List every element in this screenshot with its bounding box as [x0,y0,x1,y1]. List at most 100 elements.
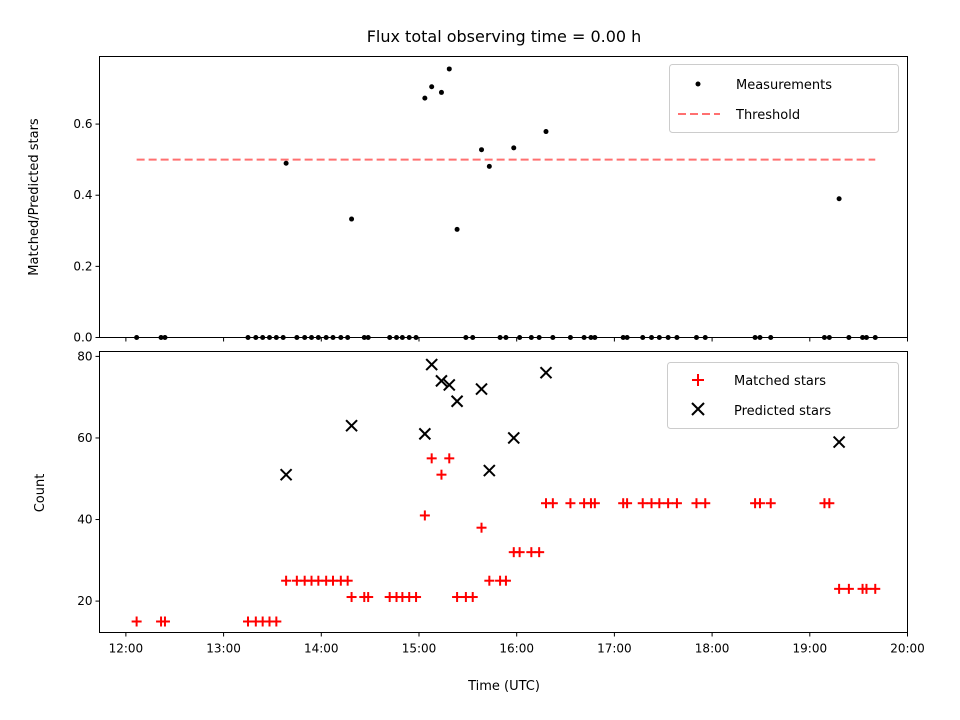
matched-stars-point [131,616,142,627]
matched-stars-point [843,583,854,594]
matched-stars-point [419,510,430,521]
legend-measurements-marker [695,81,701,87]
matched-stars-point [500,575,511,586]
legend-matched-label: Matched stars [734,374,826,389]
top-axes-frame [99,56,908,338]
matched-stars-point [637,498,648,509]
matched-stars-point [654,498,665,509]
matched-stars-point [565,498,576,509]
matched-stars-point [436,469,447,480]
x-tick-label: 14:00 [304,642,339,656]
matched-stars-point [271,616,282,627]
x-tick-label: 17:00 [597,642,632,656]
chart-title: Flux total observing time = 0.00 h [367,27,642,46]
measurement-point [836,196,842,202]
y-tick-label: 60 [77,431,92,445]
matched-stars-point [671,498,682,509]
y-tick-label: 40 [77,513,92,527]
bottom-axes: Count Time (UTC) 20 40 60 80 12:00 13:00 14:00… [33,349,925,694]
x-axis-label: Time (UTC) [467,679,540,694]
matched-stars-point [452,592,463,603]
matched-stars-point [870,583,881,594]
measurement-point [511,145,517,151]
measurement-point [349,216,355,222]
bottom-legend-box [667,362,899,429]
x-tick-label: 20:00 [890,642,925,656]
bottom-legend: Matched stars Predicted stars [667,362,899,429]
matched-stars-point [281,575,292,586]
predicted-stars-point [435,374,448,388]
matched-stars-point [534,547,545,558]
matched-stars-point [663,498,674,509]
y-tick-label: 80 [77,349,92,363]
measurement-point [446,66,452,72]
x-tick-label: 15:00 [402,642,437,656]
top-y-axis-label: Matched/Predicted stars [27,118,42,276]
x-tick-label: 18:00 [695,642,730,656]
matched-stars-point [159,616,170,627]
measurement-point [479,147,485,153]
matched-stars-point [861,583,872,594]
y-tick-label: 0.0 [73,331,92,345]
legend-measurements-label: Measurements [736,78,832,93]
predicted-stars-point [507,431,520,445]
matched-stars-point [476,522,487,533]
measurement-point [486,163,492,169]
top-ticks: 0.0 0.2 0.4 0.6 [73,117,908,345]
matched-stars-point [824,498,835,509]
matched-stars-point [363,592,374,603]
predicted-stars-point [539,366,553,379]
measurement-point [438,89,444,95]
legend-threshold-label: Threshold [735,108,800,123]
measurement-point [422,95,428,101]
matched-stars-point [622,498,633,509]
bottom-ticks: 20 40 60 80 12:00 13:00 14:00 15:00 16:00 17:00 18… [77,349,925,655]
predicted-stars-point [345,419,358,432]
matched-stars-point [426,453,437,464]
matched-stars-point [514,547,525,558]
legend-predicted-marker [691,402,705,416]
matched-stars-point [467,592,478,603]
predicted-stars-point [279,468,293,481]
measurement-point [429,84,435,90]
y-tick-label: 20 [77,594,92,608]
measurement-point [283,160,289,166]
x-tick-label: 13:00 [206,642,241,656]
x-tick-label: 19:00 [793,642,828,656]
x-tick-label: 16:00 [499,642,534,656]
x-tick-label: 12:00 [109,642,144,656]
y-tick-label: 0.6 [73,117,92,131]
matched-stars-point [691,498,702,509]
predicted-stars-point [475,382,488,396]
top-legend: Measurements Threshold [669,64,899,133]
y-tick-label: 0.2 [73,259,92,273]
matched-stars-point [834,583,845,594]
matched-stars-point [547,498,558,509]
predicted-stars-point [425,358,438,371]
matched-stars-point [700,498,711,509]
predicted-stars-point [450,395,464,408]
matched-stars-point [411,592,422,603]
predicted-stars-point [832,435,846,449]
measurement-point [454,226,460,232]
matched-stars-point [444,453,455,464]
predicted-stars-point [418,427,432,441]
matched-stars-point [346,592,357,603]
matched-stars-point [765,498,776,509]
top-axes: Matched/Predicted stars 0.0 0.2 0.4 0.6 Mea… [27,56,908,345]
measurement-point [543,129,549,135]
top-legend-box [669,64,899,133]
matched-stars-point [754,498,765,509]
y-tick-label: 0.4 [73,188,92,202]
predicted-stars-point [483,464,496,477]
matched-stars-point [484,575,495,586]
predicted-stars-point [443,378,456,392]
matched-stars-point [589,498,600,509]
matched-stars-point [342,575,353,586]
bottom-y-axis-label: Count [33,474,48,513]
bottom-plot-area [131,358,881,627]
legend-matched-marker [692,374,704,386]
bottom-axes-frame [99,351,908,633]
legend-predicted-label: Predicted stars [734,404,831,419]
